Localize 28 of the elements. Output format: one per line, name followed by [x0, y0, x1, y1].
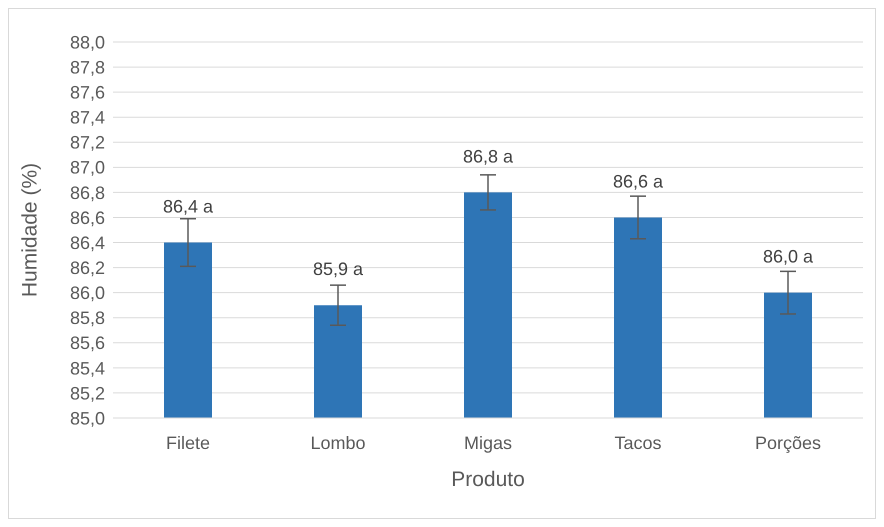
y-tick-label: 85,8 — [70, 308, 105, 328]
data-label: 86,4 a — [162, 196, 214, 217]
y-tick-label: 88,0 — [70, 32, 105, 52]
y-tick-label: 87,6 — [70, 82, 105, 103]
y-tick-label: 86,4 — [70, 232, 105, 253]
data-label: 86,0 a — [762, 246, 814, 267]
y-tick-label: 86,2 — [70, 258, 105, 278]
y-tick-label: 85,2 — [70, 383, 105, 404]
data-label: 86,8 a — [462, 146, 514, 166]
y-tick-label: 86,8 — [70, 182, 105, 203]
y-tick-label: 87,2 — [70, 132, 105, 153]
y-tick-label: 86,0 — [70, 283, 105, 304]
x-tick-label: Migas — [464, 432, 512, 453]
data-label: 85,9 a — [312, 259, 364, 280]
y-tick-label: 86,6 — [70, 208, 105, 228]
y-tick-label: 85,6 — [70, 333, 105, 354]
x-tick-label: Porções — [754, 432, 822, 453]
y-tick-label: 85,4 — [70, 358, 105, 378]
y-tick-label: 85,0 — [70, 408, 105, 428]
data-label: 86,6 a — [612, 171, 664, 192]
y-tick-label: 87,8 — [70, 57, 105, 78]
y-tick-label: 87,0 — [70, 158, 105, 178]
x-tick-label: Filete — [166, 432, 210, 453]
x-tick-label: Lombo — [310, 432, 366, 453]
y-axis-title: Humidade (%) — [18, 162, 42, 298]
y-tick-label: 87,4 — [70, 108, 105, 128]
x-tick-label: Tacos — [614, 432, 662, 453]
x-axis-title: Produto — [451, 468, 525, 491]
